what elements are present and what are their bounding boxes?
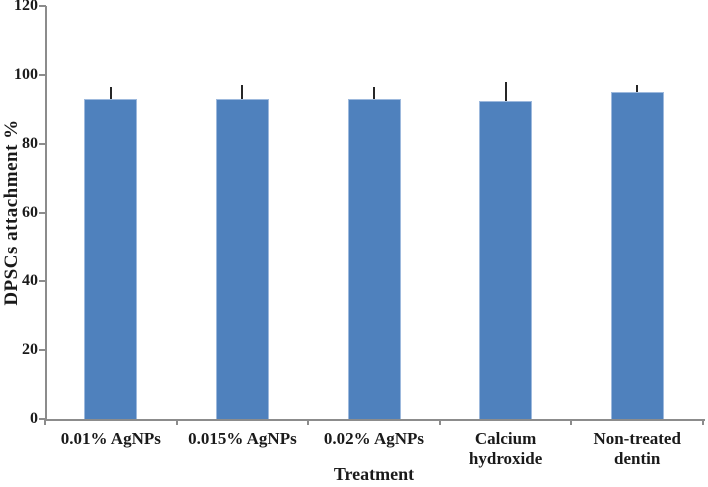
y-tick-label: 20 [22,341,38,359]
y-tick-mark [39,280,46,283]
y-tick-label: 40 [22,272,38,290]
error-bar [241,85,244,99]
x-tick-mark [570,419,573,425]
x-category-label: 0.02% AgNPs [323,429,425,448]
y-tick-mark [39,349,46,352]
y-tick-label: 80 [22,134,38,152]
y-tick-label: 100 [14,65,38,83]
error-bar [636,85,639,93]
error-bar [504,81,507,101]
x-category-label: Non-treated dentin [593,429,681,468]
error-bar [373,86,375,99]
bar [479,100,533,419]
y-tick-mark [39,418,46,420]
error-bar [109,86,112,99]
y-tick-mark [39,211,46,214]
bar [215,98,269,419]
x-tick-mark [307,419,310,425]
bar [84,98,138,419]
y-axis-line [45,6,47,420]
x-tick-mark [44,419,46,425]
bar [610,92,664,419]
x-category-label: Calcium hydroxide [468,429,543,468]
y-tick-label: 120 [14,0,38,14]
x-category-label: 0.01% AgNPs [60,429,161,448]
x-category-label: 0.015% AgNPs [188,429,297,448]
y-tick-label: 60 [22,203,38,221]
y-tick-mark [39,142,46,145]
x-tick-mark [438,419,441,425]
x-axis-title: Treatment [333,464,415,484]
x-tick-mark [702,419,704,425]
y-tick-mark [39,5,46,7]
y-tick-mark [39,73,46,76]
x-tick-mark [175,419,178,425]
bar [347,98,401,419]
y-tick-label: 0 [30,410,38,427]
x-axis-line [45,419,705,421]
